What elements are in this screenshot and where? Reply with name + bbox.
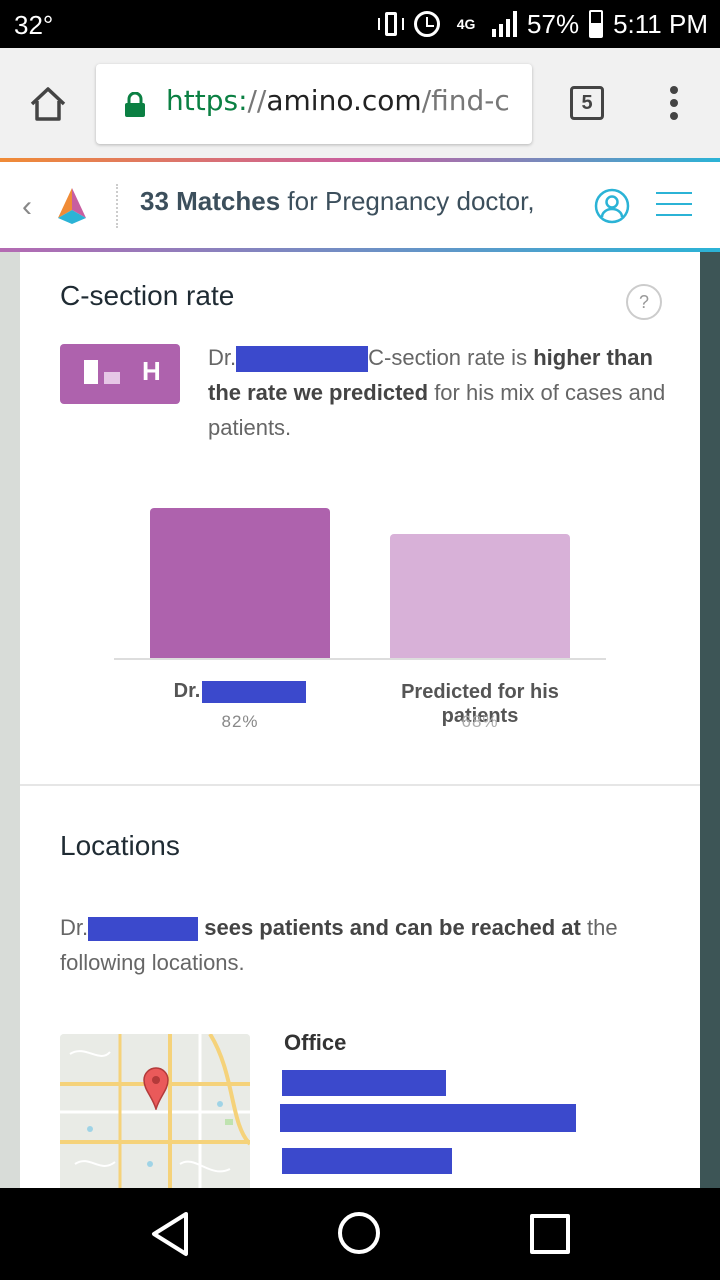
background-edge [700,252,720,1188]
office-label: Office [284,1030,347,1055]
header-divider [116,184,118,228]
label-doctor: Dr. [150,680,330,703]
temperature: 32° [14,10,54,40]
locations-title: Locations [60,830,180,861]
redacted-address-line [282,1148,452,1174]
alarm-icon [414,11,441,37]
back-chevron-icon[interactable]: ‹ [22,190,32,223]
redacted-address-line [280,1104,576,1132]
clock: 5:11 PM [613,8,708,39]
map-pin-icon [143,1067,169,1110]
tab-switcher-button[interactable]: 5 [570,86,604,120]
rate-high-badge: H [60,344,180,404]
chart-baseline [114,658,606,660]
hamburger-menu-icon[interactable] [656,192,692,218]
locations-description: Dr. sees patients and can be reached at … [60,915,618,975]
lock-icon [125,92,145,117]
redacted-name [236,346,369,373]
address-bar[interactable]: https://amino.com/find-c [96,64,532,144]
location-map[interactable] [60,1034,250,1188]
csection-title: C-section rate [60,280,235,311]
url-text[interactable]: https://amino.com/find-c [166,84,510,117]
system-navigation-bar [0,1188,720,1280]
vibrate-icon [378,10,405,38]
browser-toolbar: https://amino.com/find-c 5 [0,48,720,160]
recent-apps-icon[interactable] [530,1214,570,1254]
amino-logo-icon[interactable] [52,186,92,226]
csection-chart: Dr. Predicted for his patients 82% 68% [110,502,610,742]
search-summary[interactable]: 33 Matches for Pregnancy doctor, [140,186,535,216]
section-divider [20,784,700,786]
csection-description: Dr. C-section rate is higher than the rat… [208,345,666,440]
battery-percent: 57% [527,8,580,39]
battery-icon [589,10,604,38]
bar-predicted-rate [390,533,570,658]
home-icon[interactable] [28,84,68,124]
help-icon[interactable]: ? [626,284,662,320]
app-header: ‹ 33 Matches for Pregnancy doctor, [0,162,720,250]
network-type: 4G [456,16,476,32]
bar-doctor-rate [150,508,330,658]
status-bar: 32° 4G 57% 5:11 PM [0,0,720,48]
value-predicted: 68% [461,712,499,731]
value-doctor: 82% [221,712,259,731]
overflow-menu-icon[interactable] [668,86,680,122]
doctor-detail-card: C-section rate ? H Dr. C-section rate is … [20,252,700,1188]
home-circle-icon[interactable] [338,1212,380,1254]
redacted-name [202,680,307,703]
label-predicted: Predicted for his patients [401,681,559,727]
brand-gradient-divider [0,158,720,162]
back-icon[interactable] [148,1210,192,1258]
redacted-name [88,917,199,942]
background-map-edge [0,252,20,1188]
signal-icon [492,11,518,37]
user-account-icon[interactable] [594,188,630,224]
header-accent-line [0,248,720,252]
redacted-address-line [282,1070,446,1096]
badge-letter: H [142,356,161,386]
